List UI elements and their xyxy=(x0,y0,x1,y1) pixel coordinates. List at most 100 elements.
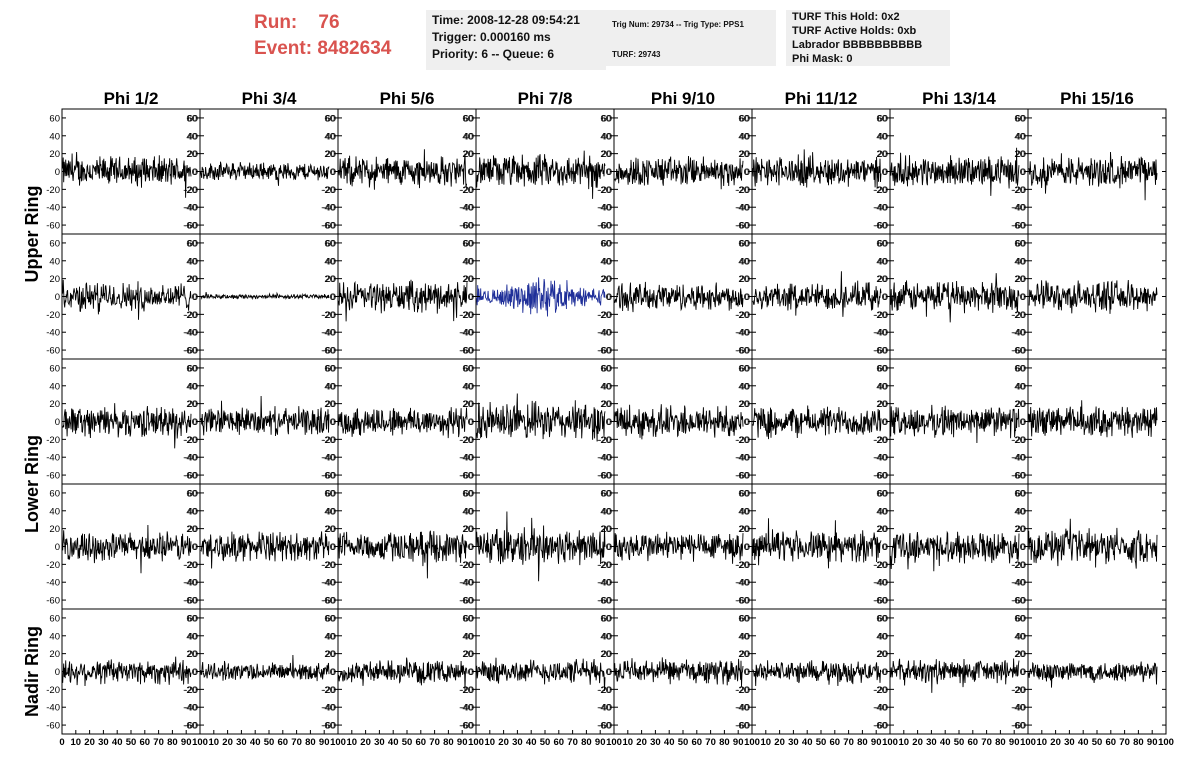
y-tick-label: 20 xyxy=(324,649,335,660)
y-tick-label: 0 xyxy=(745,542,750,553)
y-tick-label: 0 xyxy=(882,667,887,678)
waveform-trace xyxy=(890,147,1020,196)
x-tick-label: 60 xyxy=(692,737,703,748)
y-tick-label: -20 xyxy=(874,310,888,321)
y-tick-label: -60 xyxy=(735,471,749,482)
y-tick-label: -20 xyxy=(321,560,335,571)
y-tick-label: 60 xyxy=(463,613,474,624)
y-tick-label: -40 xyxy=(1011,453,1025,464)
y-tick-label: -20 xyxy=(459,560,473,571)
waveform-trace xyxy=(200,654,330,682)
y-tick-label: -40 xyxy=(322,453,336,464)
y-tick-label: 0 xyxy=(55,292,60,303)
y-tick-label: -60 xyxy=(735,346,749,357)
y-tick-label: -40 xyxy=(321,703,335,714)
y-tick-label: 20 xyxy=(600,149,611,160)
x-tick-label: 30 xyxy=(650,737,661,748)
y-tick-label: -40 xyxy=(459,203,473,214)
y-tick-label: -40 xyxy=(736,328,750,339)
column-header: Phi 5/6 xyxy=(380,89,435,108)
y-tick-label: 40 xyxy=(600,631,611,642)
waveform-trace xyxy=(752,271,882,317)
y-tick-label: -60 xyxy=(1011,596,1025,607)
y-tick-label: -20 xyxy=(183,560,197,571)
y-tick-label: 0 xyxy=(745,667,750,678)
y-tick-label: -40 xyxy=(598,578,612,589)
x-tick-label: 10 xyxy=(623,737,634,748)
y-tick-label: -60 xyxy=(598,721,612,732)
y-tick-label: 0 xyxy=(883,417,888,428)
y-tick-label: -20 xyxy=(322,310,336,321)
x-tick-label: 100 xyxy=(192,737,208,748)
y-tick-label: 0 xyxy=(331,417,336,428)
waveform-trace xyxy=(752,660,882,687)
event-value: 8482634 xyxy=(317,38,392,59)
waveform-trace xyxy=(614,281,744,313)
x-tick-label: 100 xyxy=(744,737,760,748)
y-tick-label: -20 xyxy=(459,185,473,196)
y-tick-label: -60 xyxy=(183,221,197,232)
y-tick-label: 40 xyxy=(1015,631,1026,642)
y-tick-label: -20 xyxy=(597,685,611,696)
y-tick-label: -20 xyxy=(597,185,611,196)
y-tick-label: 0 xyxy=(1020,167,1025,178)
y-tick-label: 60 xyxy=(186,363,197,374)
y-tick-label: 40 xyxy=(1014,631,1025,642)
waveform-trace xyxy=(200,531,330,569)
y-tick-label: -20 xyxy=(597,310,611,321)
y-tick-label: -40 xyxy=(735,453,749,464)
y-tick-label: 60 xyxy=(325,488,336,499)
y-tick-label: 0 xyxy=(468,417,473,428)
y-tick-label: 0 xyxy=(192,417,197,428)
y-tick-label: 20 xyxy=(739,399,750,410)
y-tick-label: 40 xyxy=(325,256,336,267)
y-tick-label: 60 xyxy=(49,363,60,374)
y-tick-label: -60 xyxy=(735,221,749,232)
y-tick-label: 20 xyxy=(463,649,474,660)
y-tick-label: -20 xyxy=(736,560,750,571)
y-tick-label: 40 xyxy=(49,631,60,642)
y-tick-label: 60 xyxy=(325,238,336,249)
y-tick-label: 40 xyxy=(462,631,473,642)
y-tick-label: 20 xyxy=(601,524,612,535)
x-tick-label: 100 xyxy=(468,737,484,748)
y-tick-label: 40 xyxy=(738,131,749,142)
y-tick-label: 60 xyxy=(325,613,336,624)
y-tick-label: 0 xyxy=(744,292,749,303)
y-tick-label: 60 xyxy=(1014,363,1025,374)
y-tick-label: -20 xyxy=(322,560,336,571)
y-tick-label: 60 xyxy=(49,113,60,124)
waveform-trace xyxy=(338,657,468,691)
y-tick-label: 0 xyxy=(468,167,473,178)
y-tick-label: 60 xyxy=(187,363,198,374)
y-tick-label: -20 xyxy=(460,310,474,321)
y-tick-label: -40 xyxy=(183,578,197,589)
waveform-trace xyxy=(200,291,330,301)
y-tick-label: -40 xyxy=(183,703,197,714)
y-tick-label: 0 xyxy=(745,417,750,428)
x-tick-label: 60 xyxy=(416,737,427,748)
y-tick-label: -60 xyxy=(184,471,198,482)
x-tick-label: 40 xyxy=(802,737,813,748)
y-tick-label: 20 xyxy=(324,524,335,535)
y-tick-label: 20 xyxy=(463,399,474,410)
y-tick-label: 40 xyxy=(324,131,335,142)
phi-mask-text: Phi Mask: 0 xyxy=(792,53,853,65)
waveform-trace xyxy=(476,511,606,582)
y-tick-label: 20 xyxy=(49,149,60,160)
y-tick-label: 40 xyxy=(876,381,887,392)
y-tick-label: -40 xyxy=(460,703,474,714)
y-tick-label: 20 xyxy=(462,149,473,160)
y-tick-label: -40 xyxy=(873,328,887,339)
y-tick-label: -20 xyxy=(322,185,336,196)
y-tick-label: 0 xyxy=(331,292,336,303)
y-tick-label: -40 xyxy=(46,578,60,589)
y-tick-label: 0 xyxy=(55,542,60,553)
y-tick-label: -60 xyxy=(183,596,197,607)
y-tick-label: 0 xyxy=(745,292,750,303)
y-tick-label: 20 xyxy=(876,274,887,285)
y-tick-label: 60 xyxy=(738,488,749,499)
y-tick-label: 20 xyxy=(324,274,335,285)
x-tick-label: 40 xyxy=(664,737,675,748)
